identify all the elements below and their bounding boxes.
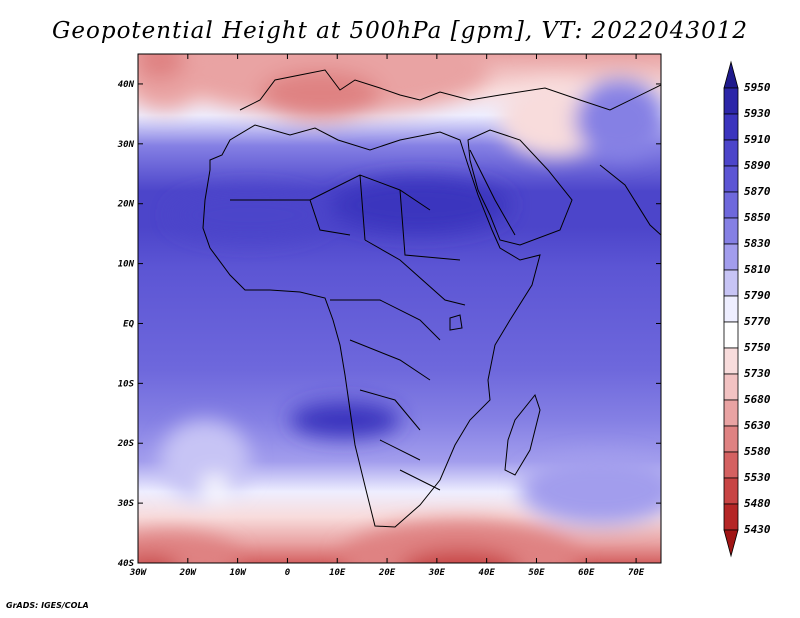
height-field bbox=[138, 54, 661, 563]
latitude-axis: 40N 30N 20N 10N EQ 10S 20S 30S 40S bbox=[117, 80, 661, 569]
lon-tick-label: 30W bbox=[129, 568, 148, 578]
colorbar-level-label: 5830 bbox=[744, 237, 771, 250]
colorbar-swatch bbox=[723, 87, 739, 115]
colorbar-swatch bbox=[723, 399, 739, 427]
colorbar-swatch bbox=[723, 477, 739, 505]
arabia-coastline bbox=[467, 129, 573, 246]
colorbar-swatch bbox=[723, 191, 739, 219]
colorbar-level-label: 5770 bbox=[744, 315, 771, 328]
colorbar-swatch bbox=[723, 373, 739, 401]
colorbar-swatch bbox=[723, 165, 739, 193]
colorbar-swatch bbox=[723, 503, 739, 531]
europe-coastline bbox=[239, 69, 661, 111]
colorbar-swatch bbox=[723, 347, 739, 375]
colorbar-swatch bbox=[723, 295, 739, 323]
colorbar-swatch bbox=[723, 529, 739, 558]
lat-tick-label: 30S bbox=[117, 499, 135, 509]
colorbar-level-label: 5950 bbox=[744, 81, 771, 94]
colorbar-level-label: 5910 bbox=[744, 133, 771, 146]
colorbar-level-label: 5810 bbox=[744, 263, 771, 276]
india-coastline bbox=[599, 164, 661, 236]
lon-tick-label: 30E bbox=[428, 568, 446, 578]
colorbar-swatch bbox=[723, 451, 739, 479]
colorbar-level-label: 5530 bbox=[744, 471, 771, 484]
lat-tick-label: 20N bbox=[117, 200, 135, 210]
lon-tick-label: 40E bbox=[479, 568, 496, 578]
footer-credit: GrADS: IGES/COLA bbox=[6, 601, 89, 610]
lon-tick-label: 20W bbox=[179, 568, 198, 578]
colorbar-level-label: 5890 bbox=[744, 159, 771, 172]
lon-tick-label: 60E bbox=[578, 568, 595, 578]
colorbar-level-label: 5580 bbox=[744, 445, 771, 458]
lon-tick-label: 10W bbox=[229, 568, 247, 578]
lon-tick-label: 20E bbox=[378, 568, 396, 578]
colorbar-level-label: 5480 bbox=[744, 497, 771, 510]
colorbar-level-label: 5680 bbox=[744, 393, 771, 406]
colorbar-swatch bbox=[723, 243, 739, 271]
lat-tick-label: 30N bbox=[117, 140, 135, 150]
colorbar-level-label: 5870 bbox=[744, 185, 771, 198]
colorbar-swatch bbox=[723, 113, 739, 141]
colorbar-swatch bbox=[723, 425, 739, 453]
lat-tick-label: 40S bbox=[118, 559, 135, 569]
lat-tick-label: 20S bbox=[117, 439, 135, 449]
colorbar-level-label: 5930 bbox=[744, 107, 771, 120]
lat-tick-label: 10S bbox=[118, 379, 135, 389]
lon-tick-label: 0 bbox=[285, 568, 291, 578]
longitude-axis: 30W 20W 10W 0 10E 20E 30E 40E 50E 60E 70E bbox=[129, 54, 645, 578]
colorbar-level-label: 5790 bbox=[744, 289, 771, 302]
lon-tick-label: 70E bbox=[628, 568, 645, 578]
lon-tick-label: 50E bbox=[528, 568, 545, 578]
colorbar-level-label: 5730 bbox=[744, 367, 771, 380]
lat-tick-label: EQ bbox=[123, 319, 134, 329]
madagascar-coastline bbox=[504, 393, 541, 476]
africa-coastline bbox=[202, 124, 541, 528]
colorbar-swatch bbox=[723, 139, 739, 167]
lake-victoria bbox=[449, 314, 463, 331]
chart-title: Geopotential Height at 500hPa [gpm], VT:… bbox=[52, 18, 748, 44]
lat-tick-label: 40N bbox=[118, 80, 135, 90]
plot-frame bbox=[137, 53, 662, 564]
colorbar-level-label: 5630 bbox=[744, 419, 771, 432]
colorbar-swatch bbox=[723, 321, 739, 349]
lat-tick-label: 10N bbox=[118, 260, 135, 270]
red-sea-line bbox=[469, 149, 516, 236]
coastlines bbox=[202, 69, 661, 528]
colorbar bbox=[723, 60, 739, 558]
colorbar-level-label: 5430 bbox=[744, 523, 771, 536]
colorbar-swatch bbox=[723, 269, 739, 297]
colorbar-swatch bbox=[723, 60, 739, 89]
lon-tick-label: 10E bbox=[329, 568, 346, 578]
colorbar-swatch bbox=[723, 217, 739, 245]
colorbar-level-label: 5850 bbox=[744, 211, 771, 224]
country-borders bbox=[230, 174, 466, 491]
colorbar-level-label: 5750 bbox=[744, 341, 771, 354]
